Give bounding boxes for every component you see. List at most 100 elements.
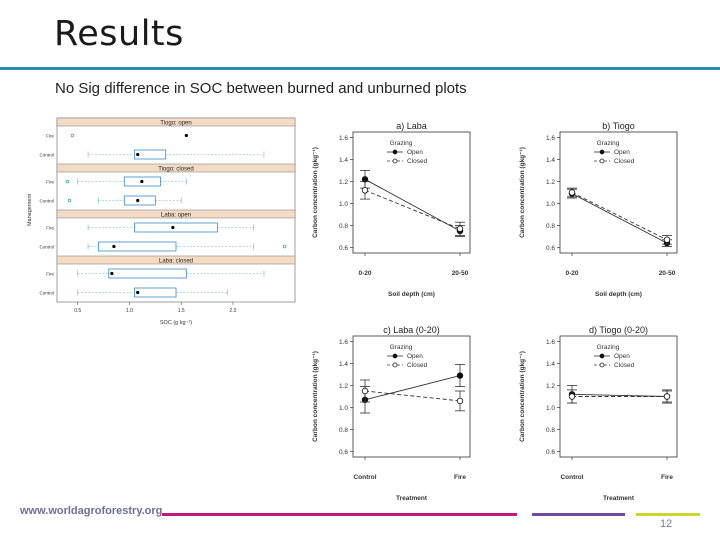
data-point bbox=[456, 397, 464, 405]
series-line bbox=[364, 189, 461, 230]
y-tick-label: 1.4 bbox=[339, 157, 348, 164]
y-tick-label: 1.6 bbox=[546, 135, 555, 142]
legend-label: Closed bbox=[407, 158, 428, 165]
y-tick-label: 1.2 bbox=[339, 179, 348, 186]
y-tick-label: 1.4 bbox=[339, 361, 348, 368]
boxplot-chart: Tiogo: open Fire Control Tiogo: closed Fire C… bbox=[27, 117, 296, 326]
data-point bbox=[568, 393, 576, 400]
plot-frame bbox=[352, 335, 471, 458]
y-tick-label: 1.0 bbox=[546, 405, 555, 412]
slide-number: 12 bbox=[660, 518, 673, 530]
line-chart-a-laba: a) Laba 0.6 0.8 1.0 1.2 1.4 1.6 0-20 20-50 Soil d… bbox=[312, 121, 471, 298]
footer-url[interactable]: www.worldagroforestry.org bbox=[20, 505, 163, 517]
legend-label: Closed bbox=[614, 158, 635, 165]
box bbox=[123, 176, 161, 187]
x-axis-label: Treatment bbox=[603, 495, 635, 502]
x-tick-label: 20-50 bbox=[659, 270, 676, 277]
box bbox=[108, 268, 187, 279]
chart-title: c) Laba (0-20) bbox=[383, 325, 440, 335]
y-axis-label: Management bbox=[27, 193, 33, 226]
row-label: Fire bbox=[46, 272, 54, 277]
panel-strip-label: Laba: open bbox=[161, 213, 191, 219]
y-tick-label: 1.0 bbox=[339, 405, 348, 412]
y-axis-label: Carbon concentration (gkg⁻¹) bbox=[519, 351, 526, 442]
y-tick-label: 1.0 bbox=[546, 201, 555, 208]
box bbox=[134, 287, 177, 298]
legend-marker bbox=[392, 362, 398, 368]
x-tick-label: Fire bbox=[454, 474, 466, 481]
box bbox=[97, 241, 177, 252]
mean-dot bbox=[184, 133, 188, 138]
x-tick-label: 0-20 bbox=[358, 270, 371, 277]
line-chart-c-laba-0-20: c) Laba (0-20) 0.6 0.8 1.0 1.2 1.4 1.6 Control F… bbox=[312, 325, 471, 502]
outlier-point bbox=[67, 198, 72, 203]
series-line bbox=[571, 192, 668, 241]
x-tick-label: 2.0 bbox=[229, 308, 236, 314]
legend-label: Open bbox=[614, 149, 630, 156]
title-rule bbox=[0, 67, 720, 70]
data-point bbox=[663, 236, 671, 243]
outlier-point bbox=[70, 133, 75, 138]
plot-frame bbox=[352, 131, 471, 254]
box bbox=[123, 195, 156, 206]
row-label: Fire bbox=[46, 134, 54, 139]
panel-strip bbox=[56, 117, 296, 127]
legend-label: Open bbox=[407, 353, 423, 360]
legend-marker bbox=[599, 149, 605, 155]
y-tick-label: 1.6 bbox=[339, 339, 348, 346]
data-point bbox=[568, 189, 576, 196]
y-axis-label: Carbon concentration (gkg⁻¹) bbox=[312, 351, 319, 442]
plot-frame bbox=[559, 131, 678, 254]
x-tick-label: Control bbox=[560, 474, 583, 481]
x-axis-label: Treatment bbox=[396, 495, 428, 502]
chart-title: d) Tiogo (0-20) bbox=[589, 325, 648, 335]
slide-title: Results bbox=[54, 14, 184, 54]
legend-marker bbox=[392, 353, 398, 359]
y-tick-label: 0.6 bbox=[546, 245, 555, 252]
y-tick-label: 0.8 bbox=[546, 427, 555, 434]
y-tick-label: 0.8 bbox=[339, 427, 348, 434]
footer-line-lime bbox=[636, 513, 700, 516]
line-chart-d-tiogo-0-20: d) Tiogo (0-20) 0.6 0.8 1.0 1.2 1.4 1.6 Control… bbox=[519, 325, 678, 502]
footer-line-purple bbox=[532, 513, 625, 516]
legend-marker bbox=[392, 158, 398, 164]
panel-strip-label: Tiogo: closed bbox=[158, 167, 193, 173]
legend-label: Closed bbox=[407, 362, 428, 369]
line-chart-b-tiogo: b) Tiogo 0.6 0.8 1.0 1.2 1.4 1.6 0-20 20-50 Soil … bbox=[519, 121, 678, 298]
x-tick-label: 1.5 bbox=[178, 308, 185, 314]
legend-title: Grazing bbox=[597, 344, 620, 351]
footer-line-magenta bbox=[162, 513, 517, 516]
x-axis-label: Soil depth (cm) bbox=[388, 291, 435, 298]
y-tick-label: 0.6 bbox=[339, 449, 348, 456]
row-label: Fire bbox=[46, 180, 54, 185]
series-line bbox=[571, 193, 668, 244]
data-point bbox=[361, 187, 369, 194]
legend-label: Open bbox=[407, 149, 423, 156]
data-point bbox=[361, 387, 369, 395]
panel-strip bbox=[56, 209, 296, 219]
x-tick-label: 0-20 bbox=[565, 270, 578, 277]
y-tick-label: 1.2 bbox=[546, 179, 555, 186]
data-point bbox=[456, 372, 464, 379]
plot-frame bbox=[559, 335, 678, 458]
y-tick-label: 0.6 bbox=[546, 449, 555, 456]
x-tick-label: 1.0 bbox=[126, 308, 133, 314]
panel-strip bbox=[56, 255, 296, 265]
mean-dot bbox=[110, 271, 114, 276]
series-line bbox=[364, 375, 461, 401]
mean-dot bbox=[171, 225, 175, 230]
chart-title: b) Tiogo bbox=[602, 121, 635, 131]
mean-dot bbox=[112, 244, 116, 249]
x-axis-label: SOC (g kg⁻¹) bbox=[160, 320, 192, 326]
y-tick-label: 1.6 bbox=[546, 339, 555, 346]
legend-marker bbox=[599, 353, 605, 359]
y-tick-label: 1.2 bbox=[546, 383, 555, 390]
mean-dot bbox=[136, 198, 140, 203]
legend-title: Grazing bbox=[597, 140, 620, 147]
data-point bbox=[663, 393, 671, 400]
y-axis-label: Carbon concentration (gkg⁻¹) bbox=[312, 147, 319, 238]
row-label: Control bbox=[39, 291, 54, 296]
mean-dot bbox=[140, 179, 144, 184]
x-tick-label: Control bbox=[353, 474, 376, 481]
legend-marker bbox=[599, 362, 605, 368]
